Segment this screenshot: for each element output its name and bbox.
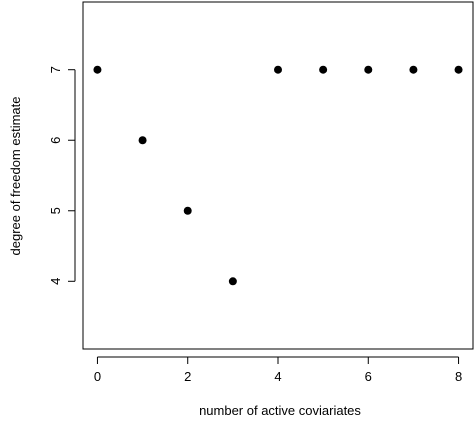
data-point xyxy=(364,65,373,74)
y-tick-label: 4 xyxy=(48,278,63,285)
plot-area-box xyxy=(82,1,474,350)
y-tick-label: 6 xyxy=(48,137,63,144)
data-point xyxy=(274,65,282,74)
x-tick-label: 2 xyxy=(184,369,191,384)
y-axis-label: degree of freedom estimate xyxy=(8,97,23,256)
data-point xyxy=(93,65,102,74)
data-point xyxy=(454,65,463,74)
x-tick-label: 4 xyxy=(274,369,281,384)
data-point xyxy=(228,277,237,286)
data-points xyxy=(93,65,463,286)
x-axis: 0 2 4 6 8 xyxy=(94,356,462,384)
x-tick-label: 0 xyxy=(94,369,101,384)
x-axis-label: number of active coviariates xyxy=(199,403,361,418)
x-tick-label: 6 xyxy=(365,369,372,384)
data-point xyxy=(138,136,147,145)
y-tick-label: 7 xyxy=(48,66,63,73)
y-axis: 4 5 6 7 xyxy=(48,66,76,285)
data-point xyxy=(183,206,192,215)
x-tick-label: 8 xyxy=(455,369,462,384)
y-tick-label: 5 xyxy=(48,207,63,214)
data-point xyxy=(319,65,328,74)
data-point xyxy=(409,65,418,74)
